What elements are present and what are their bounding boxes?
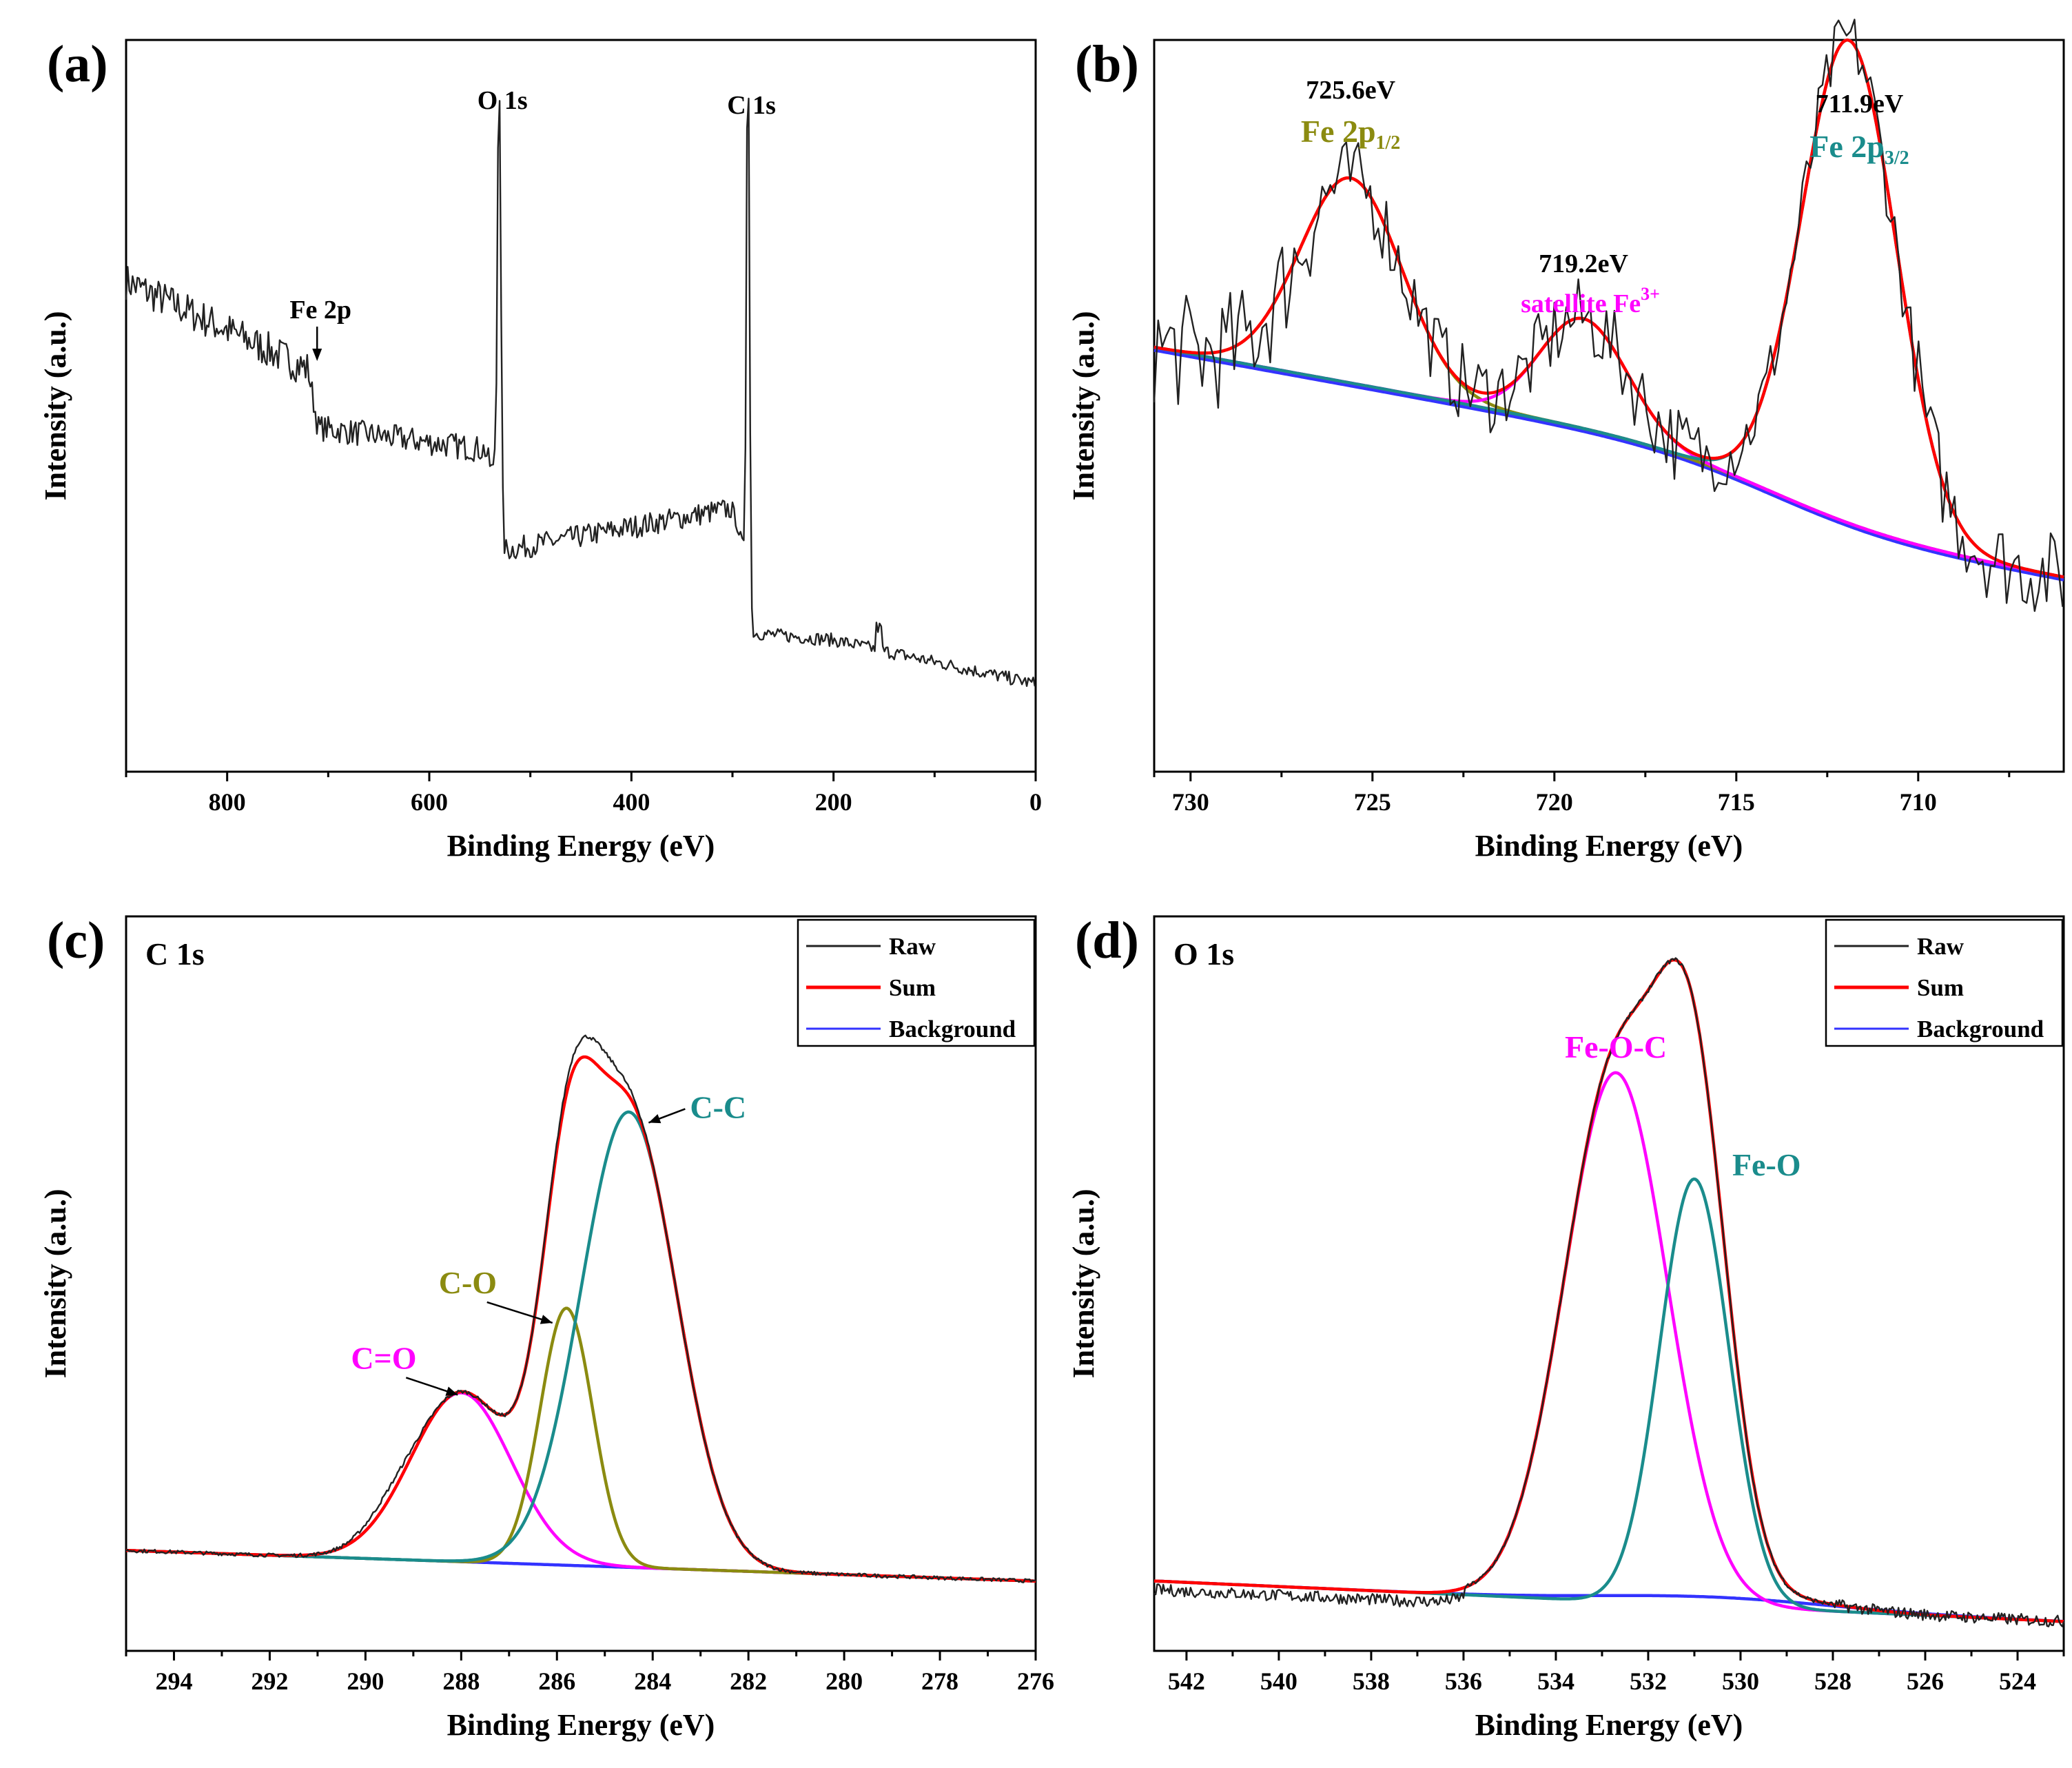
x-tick-label: 540 [1260, 1667, 1297, 1695]
series-raw [1153, 19, 2064, 613]
series-sum [125, 1055, 1036, 1583]
x-tick-label: 276 [1017, 1667, 1054, 1695]
panel-label: (d) [1075, 912, 1139, 969]
x-tick-label: 528 [1814, 1667, 1852, 1695]
panel-label: (a) [47, 35, 108, 93]
legend-label-sum: Sum [1917, 974, 1964, 1001]
series-fe-o [1153, 1177, 2064, 1623]
annotation-fe-2p12-sub: 1/2 [1376, 132, 1401, 154]
x-tick-label: 294 [155, 1667, 192, 1695]
series-fe-o-c [1153, 1071, 2064, 1623]
plot-frame [1153, 915, 2065, 1652]
x-tick-label: 534 [1537, 1667, 1574, 1695]
series-c-o [125, 1306, 1036, 1583]
legend-box [797, 918, 1036, 1047]
annotation-fe-2p32: Fe 2p3/2 [1809, 129, 1909, 169]
x-tick-label: 532 [1630, 1667, 1667, 1695]
annotation-o-1s: O 1s [478, 86, 528, 115]
x-tick-label: 542 [1168, 1667, 1205, 1695]
legend-box [1825, 918, 2064, 1047]
x-axis-label: Binding Energy (eV) [447, 829, 715, 863]
legend-label-sum: Sum [889, 974, 936, 1001]
x-axis-label: Binding Energy (eV) [1475, 1708, 1743, 1742]
x-tick-label: 400 [613, 788, 650, 816]
annotation-arrow-c-eq-o-head [445, 1386, 458, 1396]
x-tick-label: 710 [1900, 788, 1937, 816]
legend-label-raw: Raw [1917, 933, 1965, 960]
x-tick-label: 536 [1445, 1667, 1482, 1695]
x-tick-label: 284 [634, 1667, 671, 1695]
annotation-fe-2p: Fe 2p [289, 296, 351, 325]
x-tick-label: 0 [1029, 788, 1042, 816]
annotation-fe-o-c: Fe-O-C [1565, 1029, 1667, 1065]
x-tick-label: 720 [1536, 788, 1573, 816]
annotation-719-2ev: 719.2eV [1539, 249, 1628, 278]
x-tick-label: 600 [411, 788, 448, 816]
annotation-arrow-c-c-head [648, 1114, 661, 1124]
x-tick-label: 530 [1722, 1667, 1759, 1695]
x-tick-label: 730 [1172, 788, 1209, 816]
annotation-c-eq-o: C=O [351, 1340, 416, 1375]
x-tick-label: 538 [1353, 1667, 1390, 1695]
panel-title: O 1s [1173, 936, 1234, 972]
annotation-fe-o: Fe-O [1732, 1147, 1801, 1182]
y-axis-label: Intensity (a.u.) [39, 311, 72, 500]
legend-label-background: Background [1917, 1016, 2044, 1042]
plot-frame [1153, 39, 2065, 773]
plot-frame [125, 915, 1037, 1652]
series-c-eq-o [125, 1391, 1036, 1583]
series-raw [1153, 957, 2065, 1627]
y-axis-label: Intensity (a.u.) [39, 1189, 72, 1378]
x-axis-label: Binding Energy (eV) [447, 1708, 715, 1742]
x-tick-label: 524 [1999, 1667, 2036, 1695]
annotation-fe-2p32-sub: 3/2 [1885, 147, 1909, 169]
x-tick-label: 278 [921, 1667, 958, 1695]
annotation-711-9ev: 711.9eV [1816, 90, 1904, 119]
series-raw [125, 97, 1036, 687]
panel-d: 542 540 538 536 534 532 530 528 526 524 Binding En… [1067, 912, 2065, 1742]
annotation-arrowhead-fe-2p [312, 349, 322, 362]
legend-label-background: Background [889, 1016, 1016, 1042]
panel-label: (b) [1075, 35, 1139, 93]
plot-frame [125, 39, 1037, 773]
x-tick-label: 200 [815, 788, 852, 816]
legend-label-raw: Raw [889, 933, 936, 960]
x-tick-label: 288 [442, 1667, 480, 1695]
annotation-satellite-fe3-sup: 3+ [1641, 284, 1660, 304]
annotation-c-1s: C 1s [727, 91, 776, 120]
annotation-725-6ev: 725.6eV [1306, 76, 1395, 105]
panels-root: 800 600 400 200 0 Binding Energy (eV) Intensit… [39, 19, 2065, 1742]
x-tick-label: 725 [1354, 788, 1391, 816]
x-tick-label: 280 [825, 1667, 863, 1695]
annotation-arrow-c-o [486, 1301, 553, 1324]
series-raw [125, 1034, 1036, 1583]
series-background [1153, 345, 2064, 579]
x-tick-label: 282 [730, 1667, 767, 1695]
y-axis-label: Intensity (a.u.) [1067, 311, 1100, 500]
x-axis-label: Binding Energy (eV) [1475, 829, 1743, 863]
annotation-c-o: C-O [439, 1265, 497, 1300]
annotation-fe-2p12: Fe 2p1/2 [1301, 114, 1400, 154]
y-axis-label: Intensity (a.u.) [1067, 1189, 1100, 1378]
x-tick-label: 292 [251, 1667, 288, 1695]
panel-title: C 1s [145, 936, 205, 972]
panel-c: 294 292 290 288 286 284 282 280 278 276 Binding En… [39, 912, 1054, 1742]
x-tick-label: 715 [1718, 788, 1755, 816]
series-fe-2p12 [1153, 176, 2064, 579]
annotation-arrow-c-o-head [540, 1315, 553, 1324]
panel-label: (c) [47, 912, 105, 969]
x-tick-label: 290 [347, 1667, 384, 1695]
x-tick-label: 800 [209, 788, 246, 816]
annotation-c-c: C-C [690, 1089, 746, 1124]
panel-b: 730 725 720 715 710 Binding Energy (eV) Intens… [1067, 19, 2065, 863]
x-tick-label: 286 [538, 1667, 575, 1695]
series-satellite [1153, 316, 2064, 579]
x-tick-label: 526 [1907, 1667, 1944, 1695]
series-background-blue [1153, 349, 2064, 582]
annotation-satellite-fe3: satellite Fe3+ [1521, 284, 1660, 318]
panel-a: 800 600 400 200 0 Binding Energy (eV) Intensit… [39, 35, 1042, 863]
